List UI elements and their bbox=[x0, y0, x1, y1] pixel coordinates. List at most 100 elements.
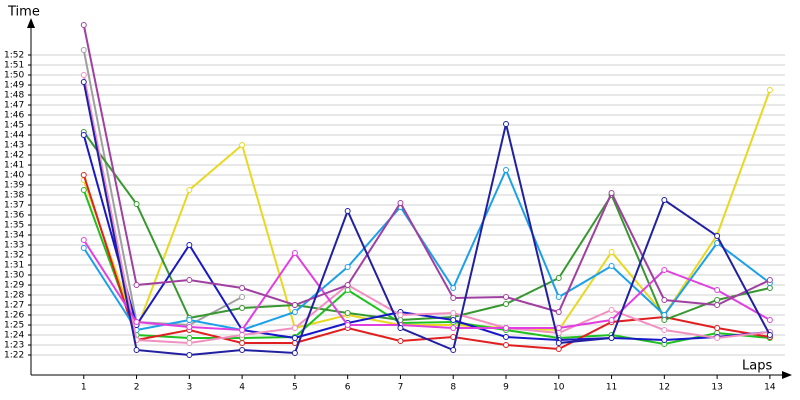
point bbox=[450, 317, 457, 323]
y-tick-label: 1:41 bbox=[4, 161, 24, 171]
x-tick-label: 7 bbox=[398, 383, 404, 393]
point bbox=[714, 287, 721, 293]
point bbox=[344, 310, 351, 316]
point bbox=[450, 347, 457, 353]
point bbox=[239, 285, 246, 291]
point bbox=[661, 267, 668, 273]
series-line bbox=[82, 89, 771, 333]
point bbox=[291, 309, 298, 315]
point bbox=[661, 327, 668, 333]
series-group bbox=[80, 22, 773, 358]
point bbox=[186, 335, 193, 341]
y-tick-label: 1:29 bbox=[4, 281, 24, 291]
point bbox=[766, 285, 773, 291]
point bbox=[661, 297, 668, 303]
point bbox=[80, 187, 87, 193]
point bbox=[397, 200, 404, 206]
point bbox=[80, 237, 87, 243]
x-tick-label: 5 bbox=[292, 383, 298, 393]
x-tick-label: 4 bbox=[239, 383, 245, 393]
point bbox=[714, 240, 721, 246]
y-tick-label: 1:27 bbox=[4, 301, 24, 311]
point bbox=[186, 340, 193, 346]
x-tick-label: 13 bbox=[711, 383, 722, 393]
y-tick-label: 1:34 bbox=[4, 231, 24, 241]
point bbox=[766, 317, 773, 323]
series-line bbox=[82, 24, 771, 314]
y-tick-label: 1:24 bbox=[4, 331, 24, 341]
point bbox=[503, 121, 509, 127]
point bbox=[714, 335, 721, 341]
point bbox=[344, 322, 351, 328]
y-tick-label: 1:26 bbox=[4, 311, 24, 321]
point bbox=[186, 352, 193, 358]
y-tick-label: 1:39 bbox=[4, 181, 24, 191]
point bbox=[186, 317, 193, 323]
point bbox=[291, 325, 298, 331]
y-tick-label: 1:46 bbox=[4, 111, 24, 121]
x-tick-label: 6 bbox=[345, 383, 351, 393]
y-tick-label: 1:50 bbox=[4, 71, 24, 81]
point bbox=[397, 338, 404, 344]
point bbox=[661, 317, 668, 323]
point bbox=[503, 294, 509, 300]
point bbox=[450, 295, 457, 301]
y-tick-label: 1:40 bbox=[4, 171, 24, 181]
x-tick-label: 14 bbox=[764, 383, 776, 393]
point bbox=[133, 319, 140, 325]
x-tick-label: 9 bbox=[503, 383, 509, 393]
x-tick-label: 11 bbox=[606, 383, 617, 393]
point bbox=[555, 346, 562, 352]
point bbox=[608, 317, 615, 323]
x-tick-label: 3 bbox=[186, 383, 192, 393]
point bbox=[714, 325, 721, 331]
point bbox=[714, 302, 721, 308]
chart-title: Time bbox=[7, 5, 40, 20]
y-arrow bbox=[27, 18, 35, 28]
point bbox=[291, 340, 298, 346]
point bbox=[555, 325, 562, 331]
point bbox=[186, 324, 193, 330]
point bbox=[450, 325, 457, 331]
point bbox=[503, 334, 509, 340]
point bbox=[291, 335, 298, 341]
point bbox=[291, 350, 298, 356]
y-tick-label: 1:22 bbox=[4, 351, 24, 361]
grid bbox=[31, 54, 785, 356]
y-tick-label: 1:25 bbox=[4, 321, 24, 331]
point bbox=[80, 132, 87, 138]
point bbox=[344, 208, 351, 214]
y-tick-label: 1:35 bbox=[4, 221, 24, 231]
point bbox=[239, 142, 246, 148]
x-axis-label: Laps bbox=[742, 359, 772, 374]
x-tick-label: 2 bbox=[134, 383, 140, 393]
point bbox=[291, 250, 298, 256]
point bbox=[80, 172, 87, 178]
series-line bbox=[82, 81, 771, 357]
point bbox=[80, 245, 87, 251]
point bbox=[239, 347, 246, 353]
series-line bbox=[82, 74, 771, 345]
point bbox=[133, 282, 140, 288]
y-tick-label: 1:33 bbox=[4, 241, 24, 251]
point bbox=[661, 337, 668, 343]
point bbox=[503, 342, 509, 348]
point bbox=[555, 309, 562, 315]
point bbox=[714, 233, 721, 239]
y-tick-label: 1:28 bbox=[4, 291, 24, 301]
y-tick-label: 1:32 bbox=[4, 251, 24, 261]
point bbox=[714, 297, 721, 303]
y-tick-label: 1:31 bbox=[4, 261, 24, 271]
point bbox=[397, 312, 404, 318]
point bbox=[397, 325, 404, 331]
series-line bbox=[82, 134, 770, 342]
point bbox=[239, 327, 246, 333]
point bbox=[503, 301, 509, 307]
y-tick-label: 1:38 bbox=[4, 191, 24, 201]
point bbox=[450, 285, 457, 291]
series-line bbox=[82, 239, 771, 332]
series-line bbox=[82, 131, 771, 322]
point bbox=[239, 332, 246, 338]
